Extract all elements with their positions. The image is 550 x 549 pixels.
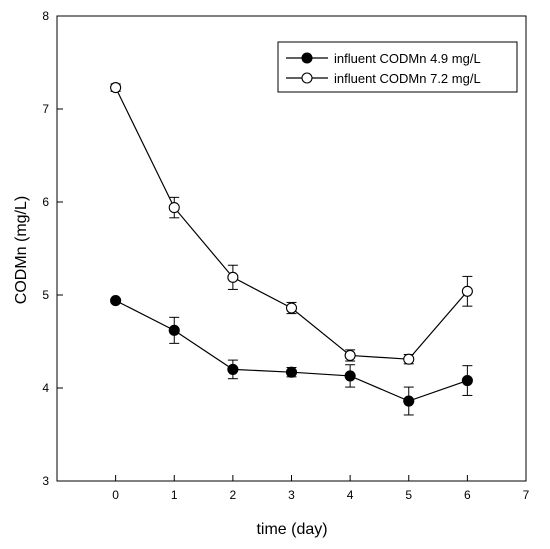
y-tick-label: 6 — [42, 195, 49, 209]
series-1 — [110, 295, 473, 416]
data-point — [461, 375, 473, 387]
x-axis-title: time (day) — [256, 521, 327, 538]
x-tick-label: 7 — [523, 488, 530, 502]
legend-label: influent CODMn 4.9 mg/L — [334, 51, 481, 66]
x-tick-label: 3 — [288, 488, 295, 502]
legend: influent CODMn 4.9 mg/L influent CODMn 7.… — [277, 41, 518, 93]
x-tick-label: 0 — [112, 488, 119, 502]
data-point — [344, 370, 356, 382]
y-axis-ticks: 3 4 5 6 7 8 — [42, 9, 63, 488]
legend-item-1: influent CODMn 4.9 mg/L — [286, 51, 481, 66]
y-tick-label: 7 — [42, 102, 49, 116]
x-axis-ticks: 0 1 2 3 4 5 6 7 — [112, 475, 530, 502]
y-tick-label: 3 — [42, 474, 49, 488]
y-tick-label: 5 — [42, 288, 49, 302]
y-axis-title: CODMn (mg/L) — [13, 196, 30, 304]
y-tick-label: 8 — [42, 9, 49, 23]
data-point — [227, 363, 239, 375]
data-point — [110, 295, 122, 307]
data-point — [461, 285, 473, 297]
data-point — [168, 202, 180, 214]
legend-marker — [301, 72, 313, 84]
data-point — [403, 395, 415, 407]
data-point — [227, 271, 239, 283]
x-tick-label: 1 — [171, 488, 178, 502]
y-tick-label: 4 — [42, 381, 49, 395]
series-layer — [110, 82, 473, 416]
x-tick-label: 4 — [347, 488, 354, 502]
x-tick-label: 5 — [405, 488, 412, 502]
data-point — [168, 324, 180, 336]
legend-item-2: influent CODMn 7.2 mg/L — [286, 71, 481, 86]
legend-box — [277, 41, 518, 93]
data-point — [110, 82, 122, 94]
x-tick-label: 6 — [464, 488, 471, 502]
series-line — [115, 300, 468, 402]
data-point — [285, 302, 298, 314]
legend-marker — [301, 52, 313, 64]
series-line — [115, 87, 468, 360]
data-point — [403, 353, 415, 365]
data-point — [344, 349, 356, 362]
legend-label: influent CODMn 7.2 mg/L — [334, 71, 481, 86]
x-tick-label: 2 — [230, 488, 237, 502]
series-2 — [110, 82, 473, 365]
data-point — [285, 366, 298, 378]
